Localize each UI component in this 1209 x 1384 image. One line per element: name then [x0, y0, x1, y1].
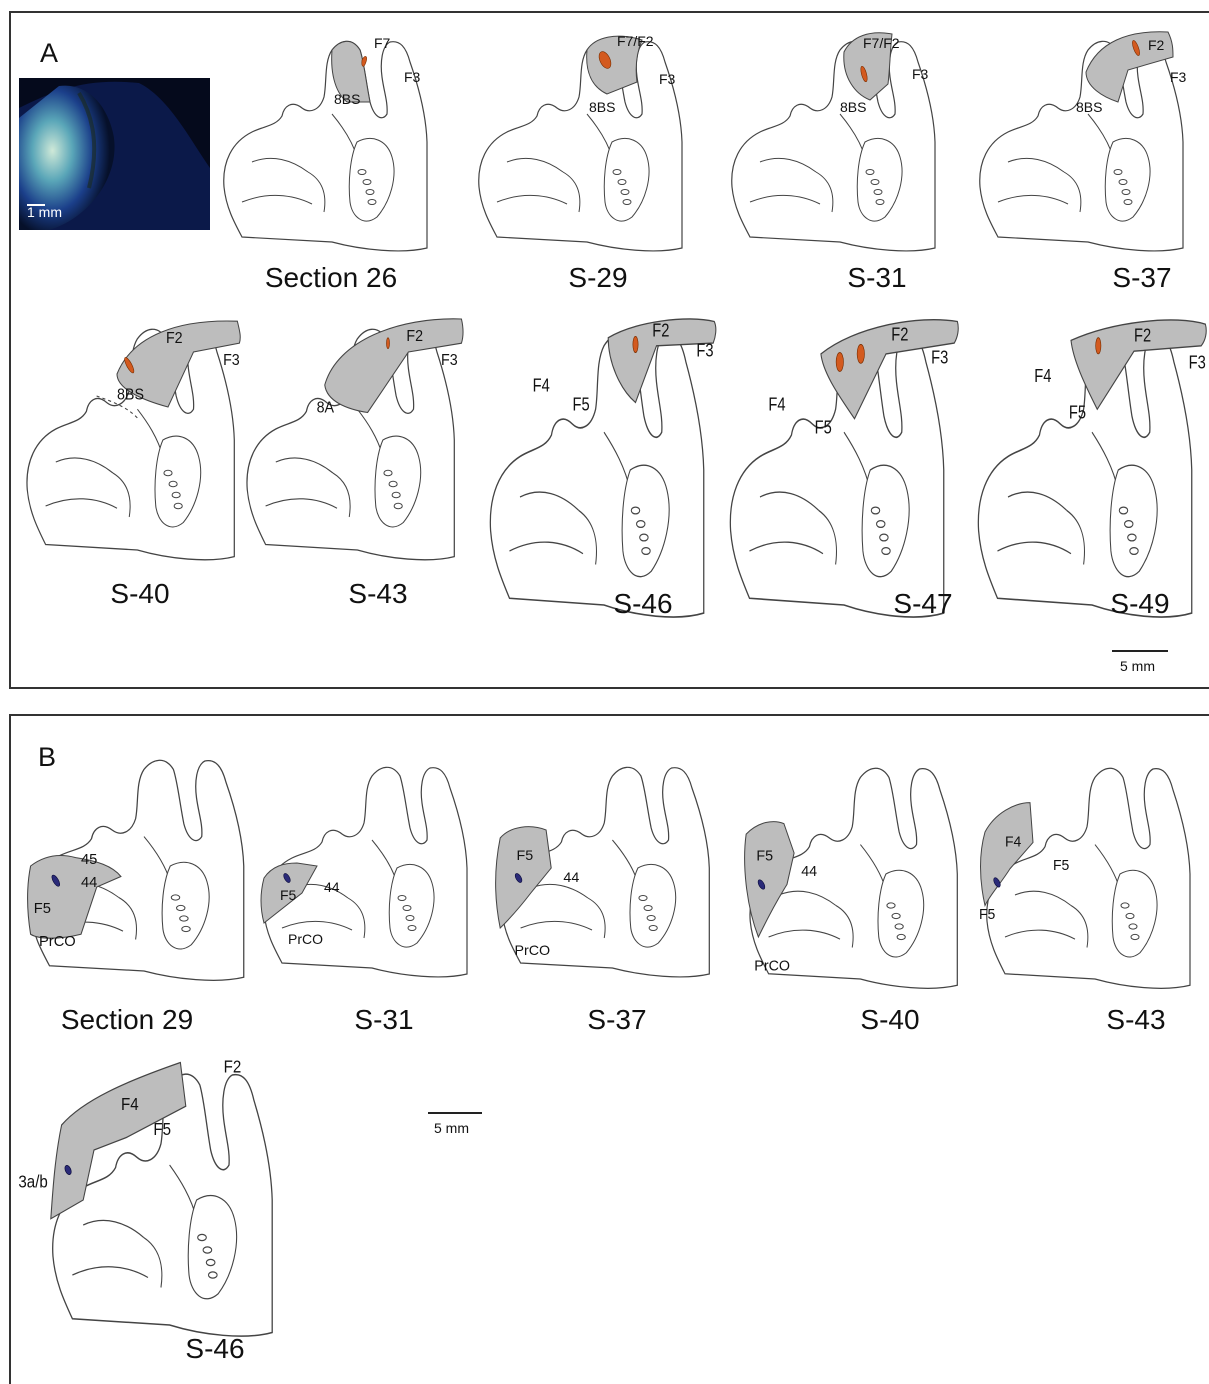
fluorescence-micrograph: [19, 78, 210, 230]
label-a49-f4: F4: [1034, 366, 1051, 387]
panel-b-letter: B: [38, 742, 57, 772]
scale-bar-a-label: 5 mm: [1120, 658, 1155, 674]
section-a-40: F2 F3 8BS: [26, 320, 241, 561]
caption-a-section-26: Section 26: [264, 262, 398, 293]
section-a-31: F7/F2 F3 8BS: [731, 32, 936, 252]
caption-a-s46: S-46: [613, 588, 673, 619]
caption-a-s43: S-43: [348, 578, 408, 609]
label-a43-f2: F2: [406, 329, 423, 346]
label-a31-f7f2: F7/F2: [863, 35, 900, 51]
label-a29-8bs: 8BS: [589, 99, 615, 115]
caption-b-s43: S-43: [1106, 1004, 1166, 1035]
caption-a-s37: S-37: [1112, 262, 1172, 293]
label-b46-f2: F2: [224, 1058, 242, 1077]
photo-scale-label: 1 mm: [27, 204, 62, 220]
label-a26-f3: F3: [404, 69, 421, 85]
label-a37-f2: F2: [1148, 37, 1165, 53]
label-b46-f5: F5: [153, 1120, 171, 1139]
section-b-40: F5 44 PrCO: [744, 767, 958, 989]
label-a26-f7: F7: [374, 35, 391, 51]
label-a43-8a: 8A: [317, 400, 335, 417]
scale-bar-b-label: 5 mm: [434, 1120, 469, 1136]
label-a40-8bs: 8BS: [117, 387, 144, 404]
section-b-29: 45 44 F5 PrCO: [26, 759, 245, 981]
label-b29-44: 44: [81, 875, 97, 891]
section-b-31: F5 44 PrCO: [260, 766, 468, 978]
label-a49-f2: F2: [1134, 325, 1151, 346]
label-b37-f5: F5: [517, 847, 534, 863]
section-a-43: F2 F3 8A: [246, 318, 464, 561]
section-a-26: F7 F3 8BS: [223, 35, 428, 252]
label-b40-f5: F5: [756, 848, 773, 864]
section-b-43: F4 F5 F5: [979, 767, 1191, 989]
label-a29-f7f2: F7/F2: [617, 33, 654, 49]
label-b37-44: 44: [563, 869, 579, 885]
label-b43-f4: F4: [1005, 834, 1021, 850]
label-a26-8bs: 8BS: [334, 91, 360, 107]
label-a31-f3: F3: [912, 66, 929, 82]
caption-a-s47: S-47: [893, 588, 953, 619]
label-a29-f3: F3: [659, 71, 676, 87]
label-a46-f4: F4: [533, 375, 550, 396]
caption-b-s40: S-40: [860, 1004, 920, 1035]
caption-a-s40: S-40: [110, 578, 170, 609]
label-b29-45: 45: [81, 852, 97, 868]
label-b43-f5a: F5: [1053, 858, 1069, 874]
label-b46-3ab: 3a/b: [18, 1173, 47, 1192]
section-a-47: F2 F3 F4 F5: [729, 319, 959, 618]
label-a49-f5: F5: [1069, 402, 1086, 423]
label-b37-prco: PrCO: [514, 942, 550, 958]
label-a47-f5: F5: [815, 417, 832, 438]
label-a37-8bs: 8BS: [1076, 99, 1102, 115]
section-a-37: F2 F3 8BS: [979, 31, 1187, 252]
label-a37-f3: F3: [1170, 69, 1187, 85]
caption-a-s29: S-29: [568, 262, 628, 293]
label-a43-f3: F3: [441, 353, 458, 370]
label-b40-prco: PrCO: [754, 958, 790, 974]
caption-b-s37: S-37: [587, 1004, 647, 1035]
label-b40-44: 44: [801, 864, 817, 880]
section-a-29: F7/F2 F3 8BS: [478, 33, 683, 252]
label-b31-prco: PrCO: [288, 931, 323, 947]
label-a40-f2: F2: [166, 331, 183, 348]
label-a31-8bs: 8BS: [840, 99, 866, 115]
caption-a-s31: S-31: [847, 262, 907, 293]
caption-a-s49: S-49: [1110, 588, 1170, 619]
label-b31-44: 44: [324, 879, 340, 895]
panel-a-letter: A: [40, 38, 59, 68]
caption-b-s31: S-31: [354, 1004, 414, 1035]
label-a46-f2: F2: [652, 320, 669, 341]
label-a46-f5: F5: [573, 394, 590, 415]
section-a-46: F2 F3 F4 F5: [489, 318, 717, 618]
label-b31-f5: F5: [280, 887, 297, 903]
label-a40-f3: F3: [223, 353, 240, 370]
section-a-49: F2 F3 F4 F5: [977, 319, 1207, 618]
label-a47-f4: F4: [768, 394, 785, 415]
label-a46-f3: F3: [696, 340, 713, 361]
caption-b-s46: S-46: [185, 1333, 245, 1364]
section-b-46: F2 F4 F5 3a/b: [18, 1058, 273, 1337]
section-b-37: F5 44 PrCO: [495, 766, 710, 978]
caption-b-section-29: Section 29: [60, 1004, 194, 1035]
label-b29-prco: PrCO: [39, 934, 76, 950]
label-a47-f3: F3: [931, 347, 948, 368]
label-b29-f5: F5: [34, 901, 51, 917]
label-b46-f4: F4: [121, 1095, 139, 1114]
label-b43-f5b: F5: [979, 907, 995, 923]
label-a47-f2: F2: [891, 324, 908, 345]
label-a49-f3: F3: [1189, 352, 1206, 373]
